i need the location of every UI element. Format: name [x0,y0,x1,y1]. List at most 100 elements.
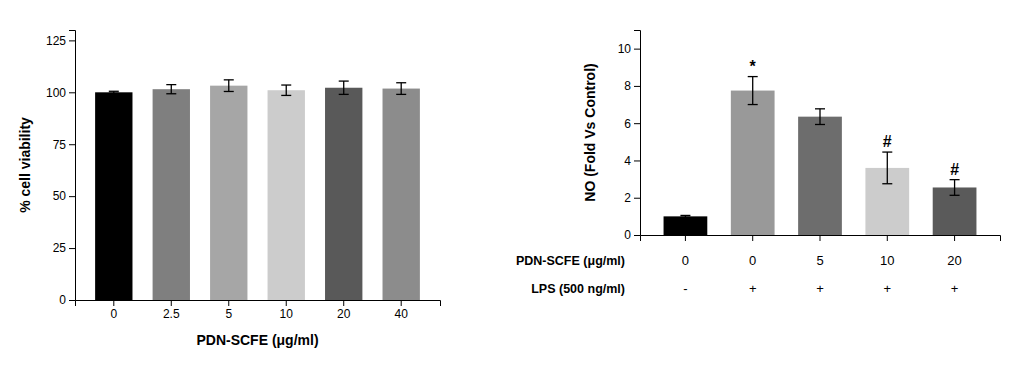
y-tick-mark [69,92,75,93]
category-row-label: 5 [816,253,823,268]
y-tick-label: 100 [46,86,66,100]
error-bar-stem [171,85,172,94]
error-bar-stem [286,85,287,95]
bar [731,91,775,235]
y-tick: 0 [624,228,640,242]
y-tick: 125 [46,34,75,48]
chart-svg: 025507510012502.55102040PDN-SCFE (μg/ml)… [0,0,1032,380]
error-bar-cap [224,91,234,92]
x-tick-mark [954,235,955,241]
y-tick-mark [69,248,75,249]
x-tick [685,235,686,241]
y-tick-label: 4 [624,154,631,168]
x-tick [820,235,821,241]
y-tick: 4 [624,154,640,168]
y-tick-label: 25 [53,241,67,255]
bar [383,89,420,300]
y-tick-mark [69,40,75,41]
error-bar-cap [950,179,960,180]
plot-area [664,77,977,235]
x-axis-line [641,236,1001,242]
error-bar-cap [396,94,406,95]
y-axis: 0246810 [618,31,641,243]
error-bar-cap [882,151,892,152]
chart-panel: 02468100051020PDN-SCFE (μg/ml)-++++LPS (… [516,31,1001,297]
y-tick: 10 [618,42,640,56]
y-tick-mark [634,49,640,50]
bar [268,90,305,300]
x-tick-mark [401,300,402,306]
y-axis-title: % cell viability [17,117,33,213]
x-tick-mark [887,235,888,241]
y-tick-mark [69,196,75,197]
error-bar [281,85,291,95]
error-bar-cap [950,195,960,196]
x-tick-label: 2.5 [163,307,180,321]
x-tick-mark [171,300,172,306]
bar [210,86,247,300]
row-title: PDN-SCFE (μg/ml) [516,254,625,268]
y-tick: 75 [53,138,75,152]
annotation: # [950,161,959,178]
error-bar-cap [680,215,690,216]
x-tick-label: 20 [337,307,351,321]
y-axis-line [634,31,641,236]
x-tick-mark [752,235,753,241]
x-tick-mark [113,300,114,306]
y-tick-mark [634,198,640,199]
y-tick-mark [69,144,75,145]
x-tick-label: 5 [225,307,232,321]
x-tick: 0 [110,300,117,321]
y-tick-label: 50 [53,189,67,203]
error-bar-cap [339,94,349,95]
bar [153,89,190,300]
x-axis: 0 2.5 5 10 20 40 [76,300,441,321]
y-tick: 6 [624,117,640,131]
category-row-label: 0 [749,253,756,268]
y-tick: 2 [624,191,640,205]
x-axis [641,235,1001,241]
plot-area [95,80,420,300]
bar [664,216,708,235]
bar [95,92,132,300]
error-bar-cap [281,95,291,96]
x-tick-mark [343,300,344,306]
error-bar-stem [887,152,888,184]
chart-panel: 025507510012502.55102040PDN-SCFE (μg/ml)… [17,31,441,349]
category-row-label: + [816,281,824,296]
error-bar [224,80,234,92]
y-tick: 50 [53,189,75,203]
x-tick: 2.5 [163,300,180,321]
error-bar [339,81,349,94]
error-bar-cap [680,217,690,218]
error-bar-cap [396,82,406,83]
y-tick: 100 [46,86,75,100]
y-tick-mark [634,235,640,236]
x-tick-mark [286,300,287,306]
error-bar-cap [109,91,119,92]
error-bar-cap [815,124,825,125]
y-tick-label: 75 [53,138,67,152]
error-bar-cap [224,79,234,80]
annotation: * [750,58,757,75]
error-bar-cap [339,80,349,81]
error-bar [950,180,960,196]
error-bar [882,152,892,184]
error-bar-cap [281,84,291,85]
x-tick-mark [820,235,821,241]
y-tick: 25 [53,241,75,255]
y-tick-label: 125 [46,34,66,48]
x-tick: 40 [395,300,409,321]
y-tick: 0 [59,293,75,307]
y-tick-label: 6 [624,117,631,131]
x-tick-label: 10 [280,307,294,321]
error-bar-stem [228,80,229,92]
x-tick [752,235,753,241]
bar [798,117,842,235]
x-tick: 5 [225,300,232,321]
x-tick-label: 40 [395,307,409,321]
error-bar-stem [819,109,820,125]
error-bar-stem [343,81,344,94]
category-row-label: + [951,281,959,296]
category-row-label: + [749,281,757,296]
